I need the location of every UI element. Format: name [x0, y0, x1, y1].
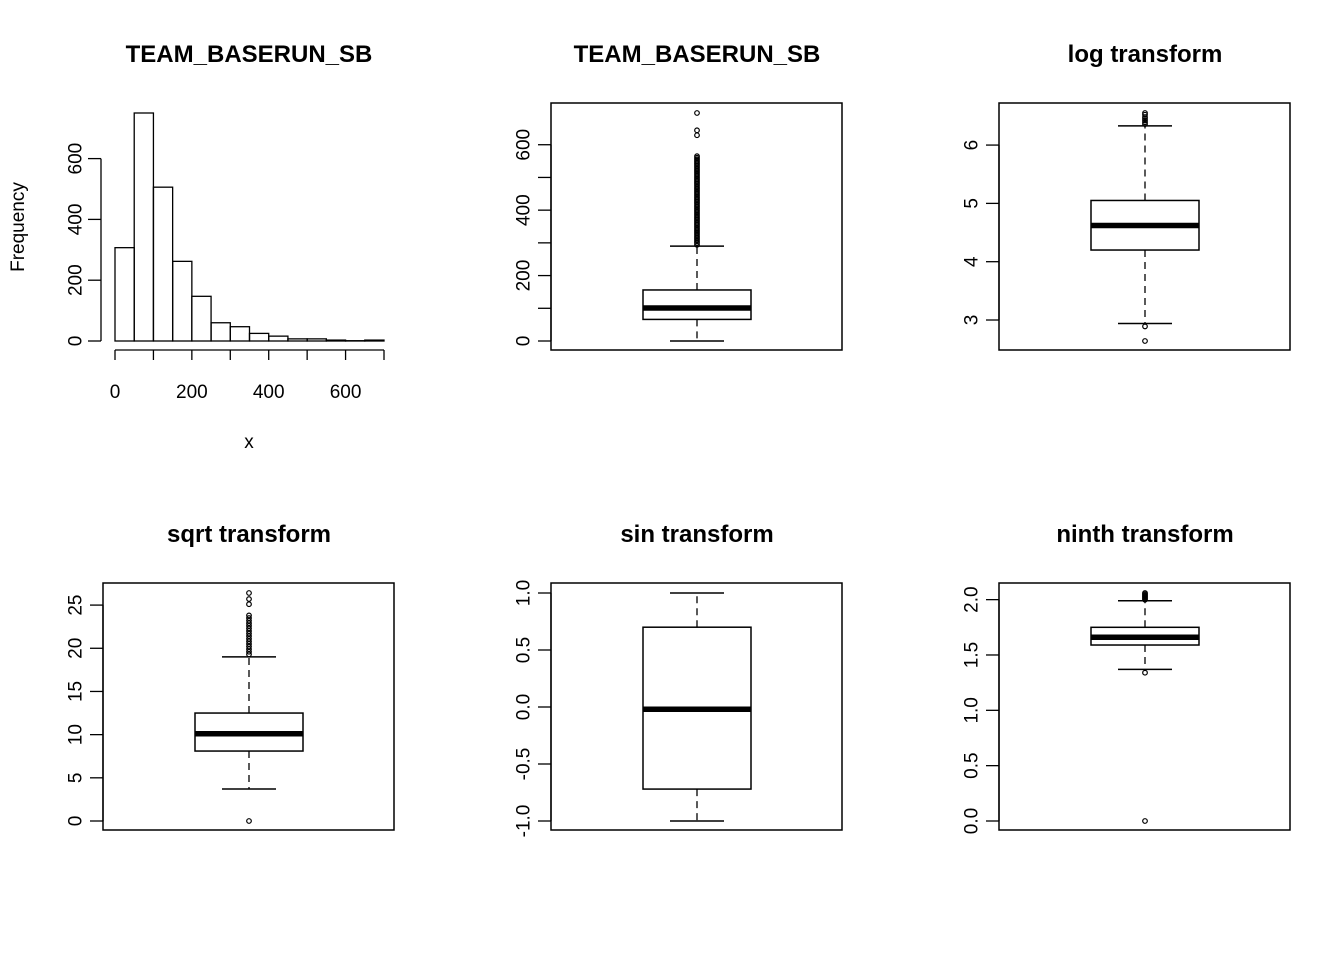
panel-2: TEAM_BASERUN_SB 0 200 400 600 — [514, 41, 843, 351]
outlier-point — [694, 153, 700, 160]
outlier-point — [1142, 323, 1148, 330]
y-tick-label: 400 — [514, 194, 535, 226]
chart-title: sin transform — [620, 521, 773, 548]
outlier-point — [1142, 110, 1148, 116]
outlier-point — [246, 615, 252, 621]
outlier-point — [1142, 669, 1148, 676]
y-tick-label: 0 — [66, 336, 87, 347]
y-tick-label: 0.0 — [514, 694, 535, 720]
histogram-bar — [325, 339, 347, 342]
y-tick-label: 1.0 — [514, 580, 535, 606]
y-tick-label: 200 — [66, 264, 87, 296]
outlier-point — [1142, 818, 1148, 824]
y-tick-label: 1.5 — [962, 642, 983, 668]
y-tick-label: 0 — [514, 336, 535, 347]
y-tick-label: 600 — [66, 143, 87, 175]
histogram-bar — [114, 247, 135, 342]
outlier-point — [694, 110, 700, 116]
chart-title: sqrt transform — [167, 521, 331, 548]
y-tick-label: 0.5 — [514, 637, 535, 663]
y-tick-label: 25 — [66, 595, 87, 616]
histogram-bar — [287, 338, 308, 342]
y-tick-label: 20 — [66, 638, 87, 659]
histogram-bar — [171, 260, 193, 342]
x-tick-label: 400 — [253, 382, 285, 403]
plot-frame — [998, 582, 1291, 831]
x-tick-label: 600 — [330, 382, 362, 403]
y-tick-label: 0.5 — [962, 752, 983, 778]
panel-5: sin transform -1.0 -0.5 0.0 0.5 1.0 — [514, 521, 843, 838]
outlier-point — [246, 612, 252, 619]
outlier-point — [246, 596, 252, 602]
x-tick-label: 200 — [176, 382, 208, 403]
histogram-bar — [268, 335, 289, 342]
chart-title: ninth transform — [1056, 521, 1233, 548]
chart-title: TEAM_BASERUN_SB — [126, 41, 373, 68]
outlier-point — [1142, 590, 1148, 596]
y-tick-label: 400 — [66, 204, 87, 236]
x-tick-label: 0 — [110, 382, 121, 403]
y-tick-label: 6 — [962, 140, 983, 151]
y-tick-label: 200 — [514, 260, 535, 292]
chart-title: log transform — [1068, 41, 1223, 68]
y-tick-label: 5 — [962, 198, 983, 209]
y-tick-label: -0.5 — [514, 748, 535, 781]
outlier-point — [1142, 338, 1148, 344]
y-tick-label: 3 — [962, 315, 983, 326]
outlier-point — [246, 818, 252, 824]
chart-title: TEAM_BASERUN_SB — [574, 41, 821, 68]
x-axis-label: x — [244, 432, 254, 453]
y-tick-label: 2.0 — [962, 586, 983, 612]
panel-4: sqrt transform 0 5 10 15 20 25 — [66, 521, 395, 831]
y-axis-label: Frequency — [8, 182, 29, 272]
y-tick-label: 0 — [66, 816, 87, 827]
y-tick-label: 4 — [962, 256, 983, 267]
panel-6: ninth transform 0.0 0.5 1.0 1.5 2.0 — [962, 521, 1291, 834]
y-tick-label: -1.0 — [514, 805, 535, 838]
panel-1: TEAM_BASERUN_SB 0 200 400 600 0 200 400 600 x Freq… — [8, 41, 385, 453]
histogram-bar — [152, 186, 174, 342]
outlier-point — [694, 241, 700, 248]
outlier-point — [694, 127, 700, 134]
panel-3: log transform 3 4 5 6 — [962, 41, 1291, 351]
y-tick-label: 10 — [66, 724, 87, 745]
histogram-bar — [306, 338, 328, 342]
y-tick-label: 0.0 — [962, 808, 983, 834]
y-tick-label: 1.0 — [962, 697, 983, 723]
y-tick-label: 600 — [514, 129, 535, 161]
y-tick-label: 5 — [66, 773, 87, 784]
histogram-bar — [133, 112, 155, 342]
outlier-point — [246, 590, 252, 596]
histogram-bar — [248, 332, 270, 342]
histogram-bar — [210, 322, 231, 342]
outlier-point — [694, 132, 700, 139]
iqr-box — [642, 289, 752, 321]
outlier-point — [246, 601, 252, 608]
histogram-bar — [191, 295, 212, 342]
histogram-bar — [229, 326, 251, 342]
histogram-bar — [364, 339, 385, 342]
y-tick-label: 15 — [66, 681, 87, 702]
